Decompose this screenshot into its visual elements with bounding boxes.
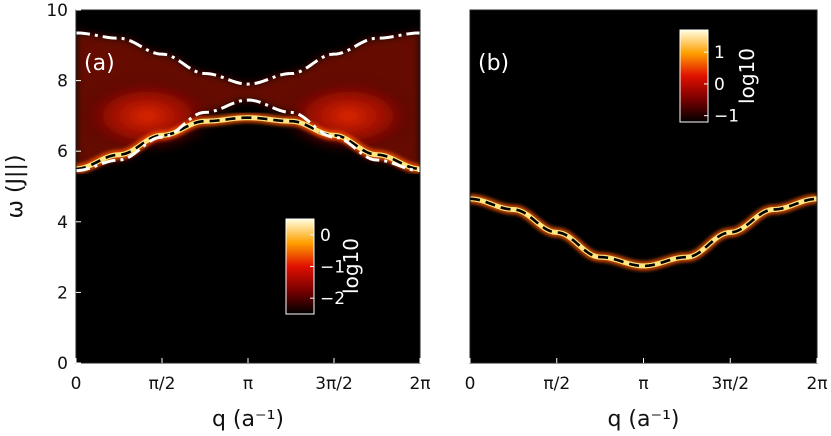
y-tick-label: 4 — [57, 213, 68, 233]
colorbar-tick-label: −2 — [320, 289, 345, 309]
colorbar: 1 0 −1 log10 — [679, 29, 759, 127]
heatmap-content — [470, 193, 817, 271]
heatmap-content — [76, 31, 420, 174]
x-tick-label: 0 — [71, 374, 82, 394]
colorbar-title: log10 — [339, 238, 363, 294]
colorbar-tick-label: −1 — [320, 258, 345, 278]
continuum-lobe-left — [77, 77, 218, 154]
y-tick-label: 0 — [57, 354, 68, 374]
y-axis-label: ω (J||) — [3, 155, 28, 219]
series-line-0 — [470, 197, 817, 268]
plot-area — [470, 10, 817, 363]
x-axis-label: q (a⁻¹) — [607, 407, 679, 432]
panel-b: 0 π/2 π 3π/2 2π q (a⁻¹) (b) 1 0 −1 log10 — [465, 9, 828, 432]
colorbar-tick-label: 0 — [714, 75, 725, 95]
y-tick-label: 6 — [57, 142, 68, 162]
x-tick-label: 3π/2 — [711, 374, 749, 394]
colorbar-title: log10 — [735, 48, 759, 104]
colorbar-tick-label: 1 — [714, 43, 725, 63]
x-tick-label: π/2 — [149, 374, 176, 394]
y-tick-label: 2 — [57, 283, 68, 303]
continuum-lobe-right — [278, 77, 419, 154]
y-tick-label: 8 — [57, 72, 68, 92]
colorbar-gradient — [679, 29, 709, 123]
y-tick-label: 10 — [46, 1, 68, 21]
x-tick-label: 2π — [806, 374, 827, 394]
panel-label: (b) — [478, 51, 509, 76]
panel-a: 0 π/2 π 3π/2 2π 0 2 4 6 8 10 q (a⁻¹) ω (J||) (a) 0 −1 −2… — [3, 1, 431, 432]
x-axis-label: q (a⁻¹) — [212, 407, 284, 432]
series-line-2 — [76, 31, 420, 86]
series-line-1 — [76, 98, 420, 173]
panel-label: (a) — [84, 51, 115, 76]
colorbar-tick-label: −1 — [714, 107, 739, 127]
colorbar-tick-label: 0 — [320, 226, 331, 246]
x-tick-label: π — [243, 374, 253, 394]
series-line-0 — [76, 116, 420, 171]
colorbar-gradient — [285, 218, 315, 315]
x-tick-label: 3π/2 — [315, 374, 353, 394]
x-tick-label: 2π — [409, 374, 430, 394]
x-tick-label: 0 — [465, 374, 476, 394]
x-tick-label: π/2 — [543, 374, 570, 394]
x-tick-label: π — [638, 374, 648, 394]
